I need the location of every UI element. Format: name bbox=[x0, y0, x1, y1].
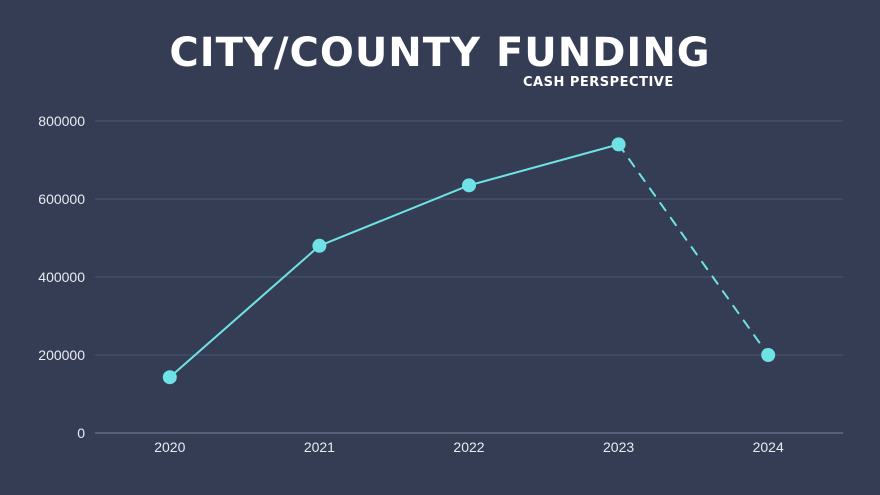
y-tick-label: 0 bbox=[77, 425, 85, 441]
grid-lines bbox=[95, 120, 843, 434]
x-tick-label: 2024 bbox=[753, 439, 784, 455]
data-point-2024 bbox=[761, 348, 776, 362]
series-points bbox=[162, 137, 776, 385]
data-point-2020 bbox=[162, 370, 177, 385]
line-segment-dashed bbox=[617, 143, 770, 356]
y-tick-label: 600000 bbox=[38, 191, 85, 207]
y-tick-label: 400000 bbox=[38, 269, 85, 285]
y-axis-ticks: 0 200000 400000 600000 800000 bbox=[38, 113, 85, 441]
chart-title: City/County Funding bbox=[169, 30, 711, 76]
data-point-2023 bbox=[611, 137, 626, 152]
data-point-2021 bbox=[312, 238, 327, 253]
series-line bbox=[168, 143, 770, 379]
x-tick-label: 2020 bbox=[154, 439, 185, 455]
y-tick-label: 200000 bbox=[38, 347, 85, 363]
line-segment bbox=[168, 244, 321, 379]
line-segment bbox=[318, 184, 470, 247]
chart-subtitle: Cash Perspective bbox=[523, 75, 674, 90]
y-tick-label: 800000 bbox=[38, 113, 85, 129]
x-tick-label: 2023 bbox=[603, 439, 634, 455]
x-axis-ticks: 2020 2021 2022 2023 2024 bbox=[154, 439, 784, 455]
line-segment bbox=[468, 143, 620, 187]
data-point-2022 bbox=[462, 178, 476, 193]
x-tick-label: 2021 bbox=[304, 439, 335, 455]
x-tick-label: 2022 bbox=[453, 439, 484, 455]
